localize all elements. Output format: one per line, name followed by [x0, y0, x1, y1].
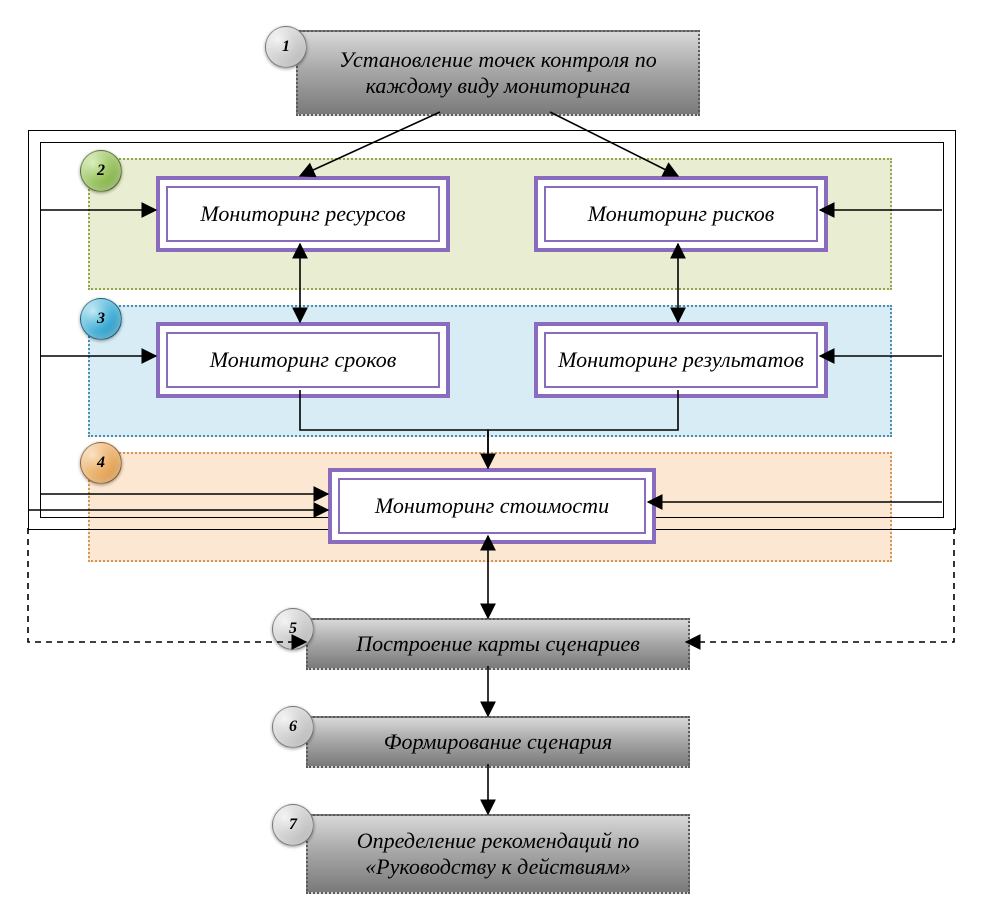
node-monitoring-cost: Мониторинг стоимости — [328, 468, 656, 544]
badge-2: 2 — [80, 150, 122, 192]
node-5-text: Построение карты сценариев — [356, 631, 640, 657]
node-monitoring-results-text: Мониторинг результатов — [558, 347, 804, 373]
node-monitoring-risks: Мониторинг рисков — [534, 176, 828, 252]
badge-6: 6 — [272, 706, 314, 748]
node-monitoring-resources-text: Мониторинг ресурсов — [200, 201, 405, 227]
badge-3: 3 — [80, 298, 122, 340]
badge-1-num: 1 — [282, 38, 290, 56]
node-monitoring-resources: Мониторинг ресурсов — [156, 176, 450, 252]
badge-4: 4 — [80, 442, 122, 484]
badge-7: 7 — [272, 804, 314, 846]
node-monitoring-risks-text: Мониторинг рисков — [588, 201, 775, 227]
badge-4-num: 4 — [97, 454, 105, 472]
node-7-text: Определение рекомендаций по «Руководству… — [308, 828, 688, 880]
badge-5: 5 — [272, 608, 314, 650]
badge-2-num: 2 — [97, 162, 105, 180]
node-5-scenario-map: Построение карты сценариев — [306, 618, 690, 670]
badge-7-num: 7 — [289, 816, 297, 834]
node-monitoring-cost-text: Мониторинг стоимости — [375, 493, 609, 519]
badge-1: 1 — [265, 26, 307, 68]
badge-3-num: 3 — [97, 310, 105, 328]
node-6-form-scenario: Формирование сценария — [306, 716, 690, 768]
node-monitoring-timing-text: Мониторинг сроков — [210, 347, 397, 373]
node-monitoring-results: Мониторинг результатов — [534, 322, 828, 398]
node-7-recommendations: Определение рекомендаций по «Руководству… — [306, 814, 690, 894]
node-1-text: Установление точек контроля по каждому в… — [298, 47, 698, 99]
node-1-establish-checkpoints: Установление точек контроля по каждому в… — [296, 30, 700, 116]
badge-5-num: 5 — [289, 620, 297, 638]
node-monitoring-timing: Мониторинг сроков — [156, 322, 450, 398]
badge-6-num: 6 — [289, 718, 297, 736]
node-6-text: Формирование сценария — [384, 729, 612, 755]
